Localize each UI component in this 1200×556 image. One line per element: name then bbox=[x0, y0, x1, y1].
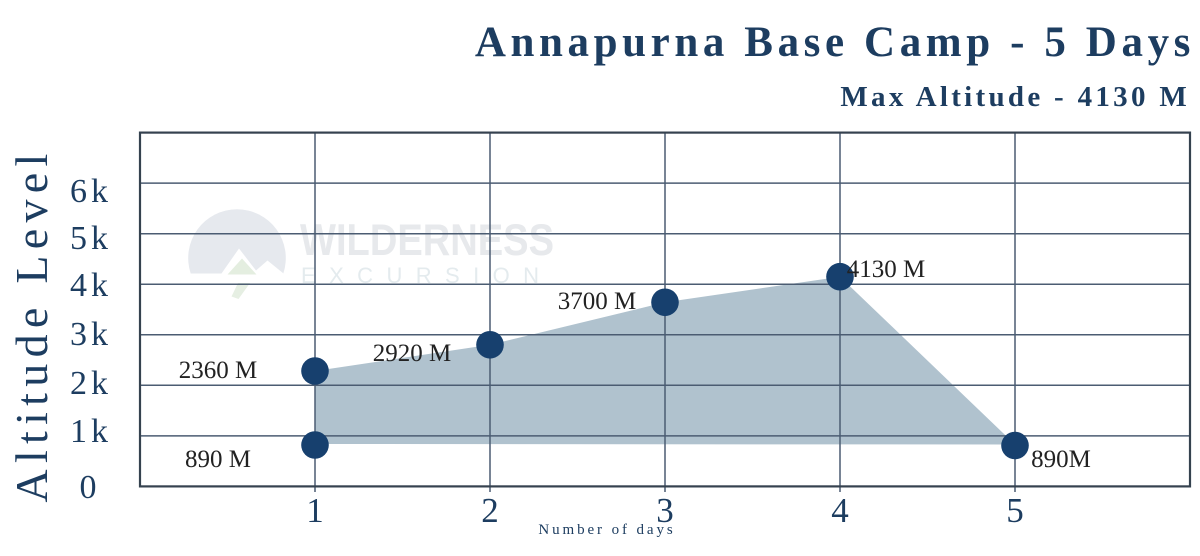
svg-text:Max Altitude - 4130 M: Max Altitude - 4130 M bbox=[840, 81, 1190, 113]
svg-text:3: 3 bbox=[656, 491, 674, 530]
svg-text:Number of days: Number of days bbox=[538, 522, 675, 538]
svg-text:6k: 6k bbox=[70, 173, 112, 210]
svg-text:1k: 1k bbox=[70, 413, 112, 450]
svg-text:WILDERNESS: WILDERNESS bbox=[300, 216, 554, 265]
svg-text:5: 5 bbox=[1006, 491, 1024, 530]
svg-text:1: 1 bbox=[306, 491, 324, 530]
svg-text:2920 M: 2920 M bbox=[373, 340, 451, 367]
svg-text:2360 M: 2360 M bbox=[179, 357, 257, 384]
svg-text:5k: 5k bbox=[70, 220, 112, 257]
svg-text:Annapurna Base Camp - 5 Days: Annapurna Base Camp - 5 Days bbox=[475, 19, 1195, 66]
svg-text:2: 2 bbox=[481, 491, 499, 530]
svg-text:4130 M: 4130 M bbox=[847, 256, 925, 283]
svg-text:0: 0 bbox=[80, 469, 101, 506]
svg-text:2k: 2k bbox=[70, 365, 112, 402]
svg-text:4k: 4k bbox=[70, 267, 112, 304]
svg-text:890M: 890M bbox=[1031, 446, 1091, 473]
svg-text:890 M: 890 M bbox=[185, 446, 251, 473]
svg-text:3700 M: 3700 M bbox=[558, 288, 636, 315]
svg-text:3k: 3k bbox=[70, 316, 112, 353]
svg-text:Altitude Level: Altitude Level bbox=[6, 147, 57, 502]
svg-text:4: 4 bbox=[831, 491, 849, 530]
